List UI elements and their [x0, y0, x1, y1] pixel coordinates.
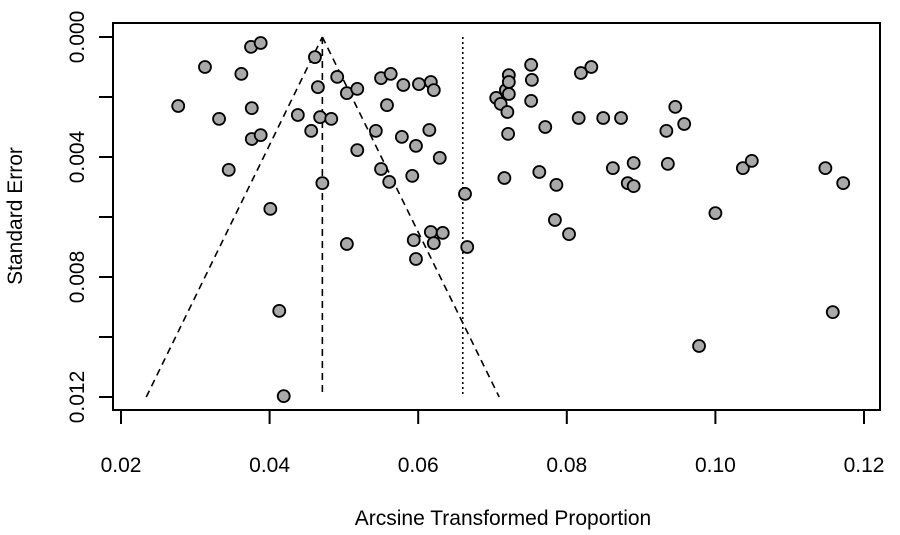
data-point — [501, 126, 516, 141]
data-point — [744, 153, 759, 168]
data-point — [818, 161, 833, 176]
data-point — [198, 60, 212, 74]
data-point — [380, 98, 394, 112]
data-point — [171, 99, 186, 113]
y-tick-label: 0.008 — [66, 251, 89, 304]
data-point — [330, 70, 345, 84]
data-point — [290, 108, 305, 122]
data-point — [668, 100, 683, 114]
data-point — [382, 174, 397, 189]
data-point — [660, 156, 675, 171]
x-tick-label: 0.02 — [101, 454, 142, 477]
funnel-left-boundary — [145, 36, 324, 398]
data-point — [304, 123, 319, 138]
data-point — [501, 87, 516, 101]
data-point — [548, 213, 562, 227]
data-point — [426, 236, 441, 251]
data-point — [562, 227, 576, 242]
data-point — [501, 75, 516, 89]
data-point — [524, 73, 539, 87]
data-point — [310, 80, 325, 94]
y-tick-label: 0.000 — [66, 11, 89, 64]
data-point — [460, 240, 475, 254]
data-point — [276, 389, 291, 404]
plot-frame — [112, 22, 881, 411]
x-tick-label: 0.08 — [546, 454, 587, 477]
data-point — [409, 252, 423, 266]
data-point — [350, 143, 365, 158]
data-point — [383, 67, 398, 81]
data-point — [423, 225, 438, 239]
x-tick-label: 0.10 — [695, 454, 736, 477]
data-point — [435, 225, 450, 240]
x-axis: 0.02 0.04 0.06 0.08 0.10 0.12 — [101, 410, 885, 477]
data-point — [677, 117, 692, 131]
data-point — [212, 112, 226, 126]
x-tick-label: 0.06 — [398, 454, 439, 477]
data-point — [426, 83, 441, 97]
data-point — [432, 150, 447, 165]
data-point — [538, 120, 553, 134]
data-point — [659, 123, 674, 138]
data-point — [524, 94, 539, 108]
y-tick-label: 0.004 — [66, 130, 89, 183]
data-point — [339, 237, 354, 251]
data-point — [315, 176, 330, 191]
data-point — [458, 186, 472, 201]
data-point — [626, 179, 641, 194]
data-point — [584, 60, 599, 74]
data-point — [374, 162, 388, 176]
data-point — [324, 112, 339, 126]
data-point — [825, 305, 840, 320]
data-point — [596, 111, 611, 125]
data-point — [614, 111, 628, 125]
data-point — [253, 128, 268, 143]
x-tick-label: 0.04 — [249, 454, 290, 477]
data-point — [263, 201, 278, 216]
data-point — [394, 129, 409, 144]
y-axis: 0.000 0.004 0.008 0.012 — [66, 11, 113, 424]
data-point — [272, 303, 287, 318]
data-point — [405, 168, 420, 183]
data-point — [549, 177, 564, 192]
data-point — [308, 50, 322, 64]
data-point — [605, 161, 620, 176]
data-point — [500, 105, 515, 119]
data-point — [626, 156, 641, 170]
data-point — [708, 206, 723, 221]
data-point — [412, 77, 426, 91]
data-point — [409, 138, 423, 153]
data-point — [221, 162, 236, 177]
data-point — [234, 67, 249, 81]
data-point — [532, 165, 547, 179]
data-points — [171, 36, 851, 404]
x-axis-title: Arcsine Transformed Proportion — [355, 507, 651, 530]
data-point — [574, 66, 588, 80]
data-point — [350, 82, 365, 96]
data-point — [571, 111, 586, 125]
data-point — [313, 110, 328, 124]
data-point — [735, 161, 750, 176]
data-point — [406, 233, 421, 248]
x-tick-label: 0.12 — [844, 454, 885, 477]
y-tick-label: 0.012 — [66, 371, 89, 424]
data-point — [368, 123, 383, 138]
data-point — [396, 78, 411, 92]
data-point — [253, 36, 268, 50]
y-axis-title: Standard Error — [4, 147, 27, 285]
data-point — [836, 176, 851, 191]
data-point — [692, 339, 706, 353]
data-point — [524, 58, 539, 72]
data-point — [422, 123, 437, 137]
data-point — [497, 171, 512, 185]
data-point — [244, 101, 259, 115]
